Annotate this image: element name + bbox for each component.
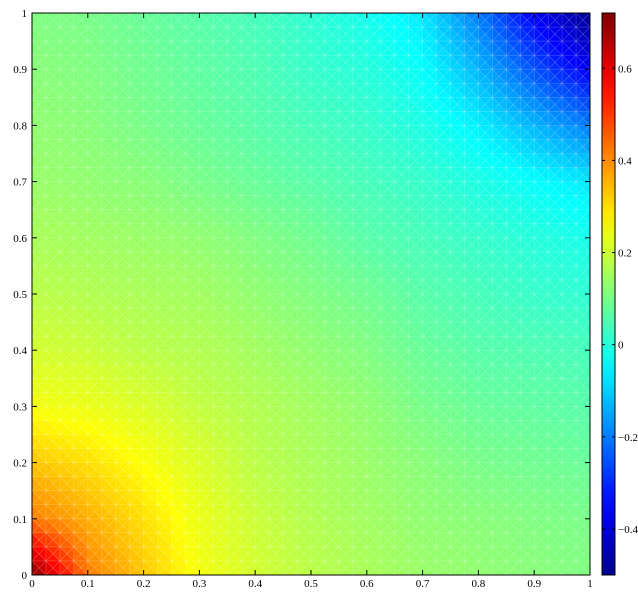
y-tick-label: 0.1 xyxy=(13,514,27,526)
colorbar-tick-label: −0.4 xyxy=(618,524,638,536)
x-tick-label: 0.3 xyxy=(193,578,207,590)
heatmap-surface xyxy=(32,13,590,575)
x-tick-label: 0.1 xyxy=(81,578,95,590)
colorbar xyxy=(601,12,616,576)
y-tick-label: 0.7 xyxy=(13,177,27,189)
x-tick-label: 0.2 xyxy=(137,578,151,590)
y-tick-label: 0.4 xyxy=(13,345,27,357)
y-tick-label: 1 xyxy=(22,8,28,20)
y-tick-label: 0.5 xyxy=(13,289,27,301)
mesh-overlay xyxy=(32,13,590,575)
y-tick-label: 0 xyxy=(22,570,28,582)
x-tick-label: 0.5 xyxy=(304,578,318,590)
colorbar-tick-label: −0.2 xyxy=(618,432,638,444)
colorbar-tick-label: 0 xyxy=(618,340,624,352)
x-tick-label: 0 xyxy=(29,578,35,590)
colorbar-tick-label: 0.6 xyxy=(618,63,632,75)
x-tick-label: 0.8 xyxy=(472,578,486,590)
x-tick-label: 0.9 xyxy=(527,578,541,590)
colorbar-tick-label: 0.4 xyxy=(618,155,632,167)
x-tick-label: 0.4 xyxy=(248,578,262,590)
y-tick-label: 0.9 xyxy=(13,64,27,76)
y-tick-label: 0.8 xyxy=(13,120,27,132)
x-tick-label: 0.6 xyxy=(360,578,374,590)
x-tick-label: 0.7 xyxy=(416,578,430,590)
x-tick-label: 1 xyxy=(587,578,593,590)
y-tick-label: 0.6 xyxy=(13,233,27,245)
y-tick-label: 0.3 xyxy=(13,401,27,413)
y-tick-label: 0.2 xyxy=(13,458,27,470)
colorbar-tick-label: 0.2 xyxy=(618,248,632,260)
